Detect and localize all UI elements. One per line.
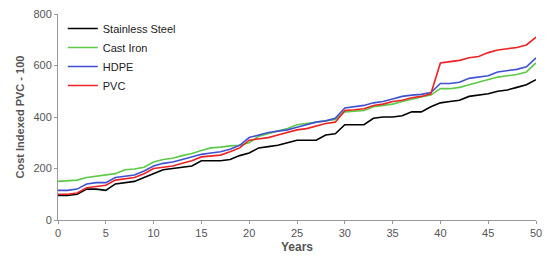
svg-text:Cost Indexed PVC - 100: Cost Indexed PVC - 100 bbox=[14, 56, 26, 179]
svg-text:0: 0 bbox=[46, 214, 52, 226]
svg-text:40: 40 bbox=[434, 227, 446, 239]
svg-text:50: 50 bbox=[530, 227, 542, 239]
svg-text:20: 20 bbox=[243, 227, 255, 239]
svg-text:5: 5 bbox=[103, 227, 109, 239]
svg-text:30: 30 bbox=[339, 227, 351, 239]
svg-text:PVC: PVC bbox=[103, 80, 126, 92]
svg-text:400: 400 bbox=[33, 111, 51, 123]
svg-text:25: 25 bbox=[291, 227, 303, 239]
svg-text:Cast Iron: Cast Iron bbox=[103, 42, 148, 54]
svg-text:45: 45 bbox=[482, 227, 494, 239]
svg-text:Years: Years bbox=[281, 240, 313, 254]
svg-text:35: 35 bbox=[386, 227, 398, 239]
svg-text:0: 0 bbox=[55, 227, 61, 239]
svg-text:800: 800 bbox=[33, 8, 51, 20]
svg-text:10: 10 bbox=[147, 227, 159, 239]
svg-text:Stainless Steel: Stainless Steel bbox=[103, 23, 176, 35]
svg-text:15: 15 bbox=[195, 227, 207, 239]
svg-text:HDPE: HDPE bbox=[103, 61, 134, 73]
svg-text:600: 600 bbox=[33, 59, 51, 71]
svg-text:200: 200 bbox=[33, 162, 51, 174]
